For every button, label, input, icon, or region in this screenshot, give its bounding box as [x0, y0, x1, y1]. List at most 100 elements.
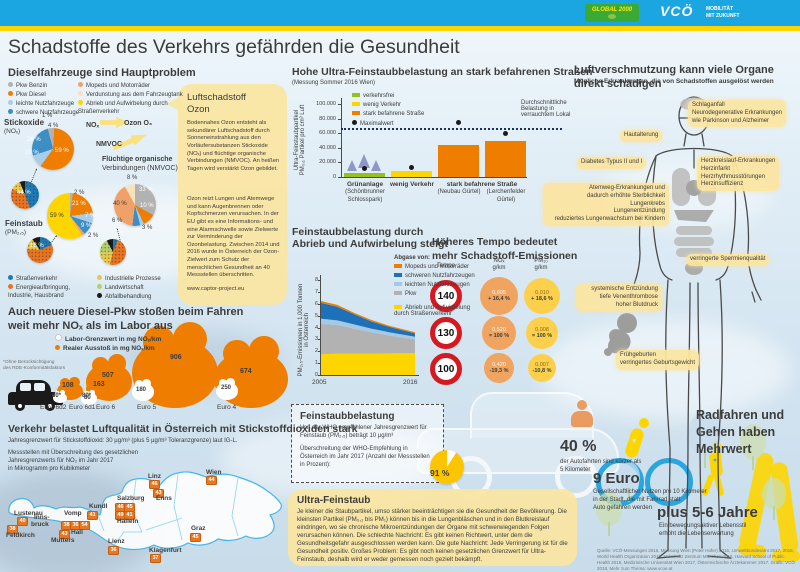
- area-ytick: [318, 303, 320, 305]
- feinstaub-box: [291, 404, 444, 483]
- lung-organ: [672, 168, 690, 206]
- lab-limit-cloud-Euro-6d2-lump: [54, 390, 60, 396]
- car-wheel-hub: [18, 404, 22, 408]
- pie-value: 40 %: [113, 201, 127, 207]
- ghost-car-driver-head: [577, 400, 587, 410]
- ozon-box-body2: Ozon reizt Lungen und Atemwege und kann …: [187, 196, 280, 279]
- area-y-axis: [320, 275, 321, 375]
- ghost-car-wheel: [555, 456, 597, 498]
- organs-title: Luftverschmutzung kann viele Organe dire…: [574, 64, 774, 91]
- map-badge: 43: [59, 530, 71, 539]
- map-badge: 46: [149, 480, 161, 489]
- ultra-feinstaub-box: [288, 489, 577, 566]
- pm-emission-circle-130: 0,008 = 100 %: [526, 317, 558, 349]
- area-series: [320, 302, 415, 337]
- vco-logo[interactable]: VCÖ: [660, 3, 694, 19]
- sources-note: Quelle: VCÖ-Messungen 2016, Messung Wien…: [597, 548, 795, 571]
- liver-organ: [674, 210, 714, 222]
- area-ytick: [318, 351, 320, 353]
- ultra-title: Ultra-Feinstaub: [297, 495, 371, 506]
- legend-swatch: [352, 111, 360, 115]
- bar-ytick: [338, 118, 341, 120]
- nox-col-header: NOₓ g/km: [492, 258, 506, 272]
- pie-nmvoc-share: [100, 239, 126, 265]
- pie-value: 6 %: [112, 218, 123, 224]
- area-legend-item: Pkw: [394, 291, 416, 297]
- park-tree-icon: [358, 154, 370, 168]
- euro-category-label: Euro 6d2: [40, 404, 67, 411]
- legend-swatch: [394, 291, 402, 295]
- map-city-label: Lienz: [108, 538, 125, 545]
- ghost-car-driver-torso: [571, 411, 593, 427]
- pm-emission-circle-140: 0,010 + 18,6 %: [524, 278, 560, 314]
- area-ytick-label: 3: [314, 336, 318, 343]
- euro-real-value: 507: [102, 372, 114, 379]
- euro-category-label: Euro 5: [137, 404, 157, 411]
- pie-value: 26 %: [27, 137, 41, 143]
- legend-swatch: [352, 120, 357, 125]
- legend-swatch: [352, 102, 360, 106]
- pm-pie-subtitle: (PM₂,₅): [5, 229, 27, 236]
- feinstaub-box-p1: Von der WHO empfohlener Jahresgrenzwert …: [300, 425, 427, 439]
- cyclist-heart-icon: ♥: [632, 438, 637, 445]
- pie-value: 18 %: [30, 243, 44, 249]
- nmvoc-pie-title: Flüchtige organische: [102, 156, 173, 163]
- speed-value: 100: [437, 363, 455, 375]
- global2000-logo[interactable]: GLOBAL 2000: [585, 4, 639, 22]
- bar-ytick-label: 0: [332, 174, 336, 180]
- map-city-label: Hall: [71, 529, 83, 536]
- real-emission-cloud-Euro-6d2-lump: [60, 378, 70, 389]
- euro-real-value: 108: [62, 382, 74, 389]
- nox-pct: + 16,4 %: [488, 296, 510, 302]
- bar-ytick-label: 40.000: [319, 144, 336, 151]
- bar-category-sub: (Neubau Gürtel): [437, 189, 481, 195]
- pie-value: 7 %: [85, 213, 96, 219]
- pie-pm: [47, 193, 93, 239]
- car-wheel-hub: [48, 404, 52, 408]
- pie-value: 2 %: [88, 233, 99, 239]
- area-ytick: [318, 280, 320, 281]
- bar-category-sub: (Schönbrunner Schlosspark): [345, 189, 385, 203]
- ozon-info-box: Luftschadstoff Ozon Bodennahes Ozon ents…: [178, 84, 287, 305]
- bar-legend-item: wenig Verkehr: [352, 102, 401, 108]
- legend-swatch: [8, 109, 13, 114]
- bar-ytick: [338, 147, 341, 149]
- legend-swatch: [97, 284, 102, 289]
- map-city-label: Vomp: [64, 510, 82, 517]
- area-ytick-label: 7: [314, 288, 318, 295]
- area-ytick: [318, 375, 320, 376]
- real-emission-cloud-Euro-4-lump: [249, 335, 279, 366]
- flow-ozon: Ozon O₃: [124, 120, 153, 127]
- euro-section-title: Auch neuere Diesel-Pkw stoßen beim Fahre…: [8, 306, 244, 333]
- bar-chart-subtitle: (Messung Sommer 2016 Wien): [292, 80, 376, 86]
- bar-ytick-label: 60.000: [319, 130, 336, 137]
- legend-swatch: [8, 100, 13, 105]
- nox-pie-title: Stickoxide: [4, 118, 45, 127]
- area-ytick-label: 0: [314, 372, 318, 378]
- map-subtitle: Jahresgrenzwert für Stickstoffdioxid: 30…: [8, 438, 238, 444]
- map-badge: 41: [124, 511, 136, 520]
- real-emission-cloud-Euro-6-lump: [107, 354, 127, 373]
- tempo-title: Höheres Tempo bedeutet mehr Schadstoff-E…: [432, 236, 578, 262]
- area-legend-header: Abgase von:: [394, 255, 431, 261]
- intestine-organ: [676, 226, 712, 235]
- max-dot-3: [503, 131, 508, 137]
- legend-swatch: [97, 275, 102, 280]
- nox-emission-circle-100: 0,420 -19,3 %: [484, 353, 514, 383]
- ozon-box-link[interactable]: www.captor-project.eu: [187, 286, 245, 292]
- pie-value: 33 %: [139, 187, 153, 193]
- stat-40-percent: 40 %: [560, 438, 597, 455]
- bar-0: [344, 172, 385, 177]
- euro-category-label: Euro 4: [217, 404, 237, 411]
- global2000-label: GLOBAL 2000: [591, 7, 633, 13]
- euro-footnote: *Ohne Berücksichtigung des RDE-Konformit…: [3, 360, 66, 372]
- map-badge: 54: [79, 521, 91, 530]
- legend-energie: Energieaufbringung, Industrie, Hausbrand: [8, 284, 71, 299]
- legend-swatch: [78, 82, 83, 87]
- lab-limit-cloud-Euro-6d2-lump: [59, 389, 66, 396]
- map-city-label: Wien: [206, 469, 222, 476]
- pm-pie-title: Feinstaub: [5, 219, 43, 228]
- euro-real-value: 906: [170, 354, 182, 361]
- nox-pie-subtitle: (NOₓ): [4, 128, 21, 135]
- legend-swatch: [78, 100, 83, 105]
